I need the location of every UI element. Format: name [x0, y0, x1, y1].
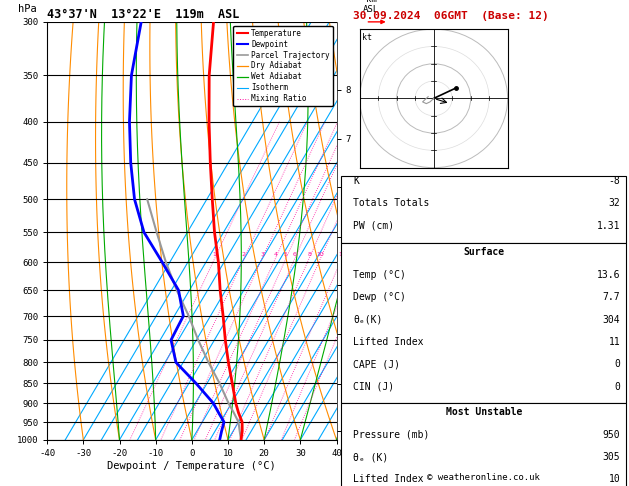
Text: CIN (J): CIN (J): [353, 382, 394, 392]
Text: Surface: Surface: [463, 247, 504, 257]
Text: 32: 32: [608, 198, 620, 208]
Text: 1.31: 1.31: [597, 221, 620, 231]
Text: LCL: LCL: [371, 420, 386, 430]
Text: © weatheronline.co.uk: © weatheronline.co.uk: [427, 473, 540, 482]
Text: 304: 304: [603, 314, 620, 325]
Text: 30.09.2024  06GMT  (Base: 12): 30.09.2024 06GMT (Base: 12): [353, 11, 548, 21]
Text: Lifted Index: Lifted Index: [353, 474, 423, 485]
Text: 10: 10: [608, 474, 620, 485]
Text: 6: 6: [293, 252, 297, 257]
Text: 950: 950: [603, 430, 620, 440]
Text: 1: 1: [213, 252, 216, 257]
Text: PW (cm): PW (cm): [353, 221, 394, 231]
Legend: Temperature, Dewpoint, Parcel Trajectory, Dry Adiabat, Wet Adiabat, Isotherm, Mi: Temperature, Dewpoint, Parcel Trajectory…: [233, 26, 333, 106]
Text: 13.6: 13.6: [597, 270, 620, 280]
Text: -8: -8: [608, 176, 620, 186]
Text: 8: 8: [307, 252, 311, 257]
Text: 0: 0: [615, 382, 620, 392]
Text: 2: 2: [242, 252, 246, 257]
Text: CAPE (J): CAPE (J): [353, 359, 400, 369]
Text: Lifted Index: Lifted Index: [353, 337, 423, 347]
Text: 7.7: 7.7: [603, 292, 620, 302]
Text: 10: 10: [316, 252, 325, 257]
Text: kt: kt: [362, 33, 372, 41]
Text: Most Unstable: Most Unstable: [445, 407, 522, 417]
Bar: [342, 176, 626, 243]
Text: 11: 11: [608, 337, 620, 347]
Text: 3: 3: [260, 252, 264, 257]
Text: Mixing Ratio (g/kg): Mixing Ratio (g/kg): [491, 180, 500, 282]
Bar: [342, 403, 626, 486]
Text: θₑ (K): θₑ (K): [353, 452, 388, 462]
Text: Totals Totals: Totals Totals: [353, 198, 430, 208]
Text: hPa: hPa: [18, 3, 37, 14]
Text: km
ASL: km ASL: [363, 0, 379, 14]
Text: θₑ(K): θₑ(K): [353, 314, 382, 325]
Text: 0: 0: [615, 359, 620, 369]
Text: 5: 5: [284, 252, 288, 257]
Bar: [342, 243, 626, 403]
Text: 305: 305: [603, 452, 620, 462]
Text: Dewp (°C): Dewp (°C): [353, 292, 406, 302]
Text: 43°37'N  13°22'E  119m  ASL: 43°37'N 13°22'E 119m ASL: [47, 8, 240, 21]
Text: Pressure (mb): Pressure (mb): [353, 430, 430, 440]
Text: Temp (°C): Temp (°C): [353, 270, 406, 280]
Text: 15: 15: [338, 252, 346, 257]
X-axis label: Dewpoint / Temperature (°C): Dewpoint / Temperature (°C): [108, 461, 276, 470]
Text: K: K: [353, 176, 359, 186]
Text: 4: 4: [274, 252, 277, 257]
